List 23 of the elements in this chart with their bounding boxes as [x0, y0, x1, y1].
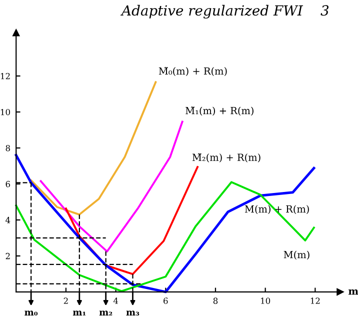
x-tick-label: 10: [261, 298, 270, 304]
series-label: M(m): [284, 250, 310, 260]
annotation: m₂: [99, 310, 112, 316]
y-tick-label: 2: [6, 252, 10, 260]
y-tick-label: 8: [6, 144, 10, 152]
x-tick-label: 8: [213, 298, 218, 304]
series-label: M(m) + R(m): [244, 205, 309, 214]
x-tick-label: 6: [164, 298, 168, 304]
x-tick-label: 4: [113, 298, 118, 304]
x-axis-title: m: [348, 289, 358, 295]
y-tick-label: 4: [6, 216, 10, 224]
text: Adaptive regularized FWI 3: [120, 4, 329, 19]
series-label: M̃₂(m) + R(m): [192, 153, 260, 162]
series-label: M̃₀(m) + R(m): [158, 66, 227, 76]
y-tick-label: 6: [6, 180, 10, 188]
series-label: M̃₁(m) + R(m): [186, 106, 254, 116]
x-tick-label: 12: [310, 298, 320, 304]
annotation: m₀: [24, 310, 38, 316]
x-tick-label: 2: [64, 298, 68, 304]
y-tick-label: 12: [0, 72, 10, 80]
annotation: m₁: [72, 310, 86, 316]
y-tick-label: 10: [0, 108, 10, 116]
annotation: m₃: [126, 310, 140, 316]
